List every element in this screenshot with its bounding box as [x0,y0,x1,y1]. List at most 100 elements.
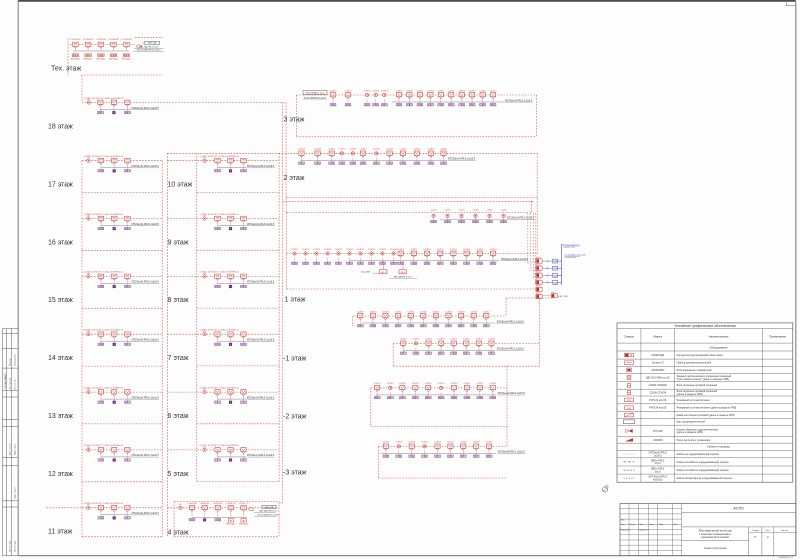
svg-text:Лист: Лист [639,524,643,526]
svg-text:ДО: ДО [203,331,206,333]
svg-text:КПСЭнг(А)-FRLS 1х2х0.5: КПСЭнг(А)-FRLS 1х2х0.5 [257,514,279,517]
svg-text:13 этаж: 13 этаж [48,413,73,420]
svg-text:Зам. нуч. упр.: Зам. нуч. упр. [9,377,11,390]
svg-text:ДО: ДО [87,99,90,101]
svg-text:С2-ИП-3: С2-ИП-3 [412,339,419,341]
svg-text:КПСЭнг(А)-FRLS 1х2х0.5: КПСЭнг(А)-FRLS 1х2х0.5 [497,320,525,323]
svg-text:(далее в разделе АПБ): (далее в разделе АПБ) [677,431,703,434]
svg-text:КПСЭнг(А)-FRLS 1х2х0.5: КПСЭнг(А)-FRLS 1х2х0.5 [247,281,275,284]
svg-text:Кабель силовой не поддерживающ: Кабель силовой не поддерживающий горение [677,469,730,472]
svg-text:4х2х0.52: 4х2х0.52 [653,479,663,481]
svg-text:КПСЭнг(А)-FRLS 1х2х0.5: КПСЭнг(А)-FRLS 1х2х0.5 [498,392,526,395]
svg-text:4 этаж: 4 этаж [168,530,189,537]
svg-text:ПИ-1: ПИ-1 [552,292,556,294]
svg-text:Символ: Символ [624,334,635,338]
svg-text:Резервный источник питания (да: Резервный источник питания (далее в разд… [677,407,737,410]
svg-text:4 СППС 107 ВЗ-1П 2 С2000-Ов Е: 4 СППС 107 ВЗ-1П 2 С2000-Ов Е/ПЛЕ1-02 [84,503,124,505]
svg-text:ИБП5: ИБП5 [536,286,541,288]
svg-text:С2-ИП: С2-ИП [445,210,451,212]
svg-text:КПСЭнг(А)-FRLS 1х2х0.5: КПСЭнг(А)-FRLS 1х2х0.5 [247,223,275,226]
svg-text:С2-ИП-3: С2-ИП-3 [396,90,403,92]
svg-text:С2000-ИП: С2000-ИП [213,503,223,505]
svg-text:С2-ИП-3: С2-ИП-3 [368,249,375,251]
svg-text:Дата: Дата [674,524,678,526]
svg-text:4 СППС 107 ВЗ-1П 2 С2000-Ов Е: 4 СППС 107 ВЗ-1П 2 С2000-Ов Е/ПЛЕ1-02 [84,272,124,274]
svg-text:КПСЭнг(А)-FRLS 1х2х0.5: КПСЭнг(А)-FRLS 1х2х0.5 [132,454,160,457]
svg-text:ДО: ДО [87,331,90,333]
svg-text:С2-ИП-3: С2-ИП-3 [438,339,445,341]
svg-text:4 СППС 107 ВЗ-1П 2 С2000-Ов Е: 4 СППС 107 ВЗ-1П 2 С2000-Ов Е/ПЛЕ1-02 [200,156,240,158]
svg-text:КПСЭнг(А)-FRLS: КПСЭнг(А)-FRLS [649,452,668,455]
svg-text:ЩК-2: ЩК-2 [401,272,406,274]
svg-text:Ethernet ТСЖ: Ethernet ТСЖ [564,246,576,249]
svg-text:Шкаф контрольно-пусковой (дале: Шкаф контрольно-пусковой (далее в раздел… [677,414,735,417]
svg-text:Щит распределительный: Щит распределительный [677,421,706,424]
svg-text:С2-ИП-3: С2-ИП-3 [395,311,402,313]
svg-text:3х1.5: 3х1.5 [655,463,661,465]
svg-text:С2-ИП-3: С2-ИП-3 [425,339,432,341]
svg-text:МДЕ: МДЕ [553,261,558,263]
svg-text:С2000-ИП: С2000-ИП [200,503,210,505]
svg-text:4 С2000-ИП: 4 С2000-ИП [108,39,119,41]
svg-text:С2-ИП-3: С2-ИП-3 [483,311,490,313]
svg-text:-2 этаж: -2 этаж [283,413,307,420]
svg-text:С2-ИП-3: С2-ИП-3 [458,90,465,92]
svg-text:4 С2000-ИП: 4 С2000-ИП [96,39,107,41]
svg-text:Зона 220В: Зона 220В [361,272,371,274]
svg-text:Блок сигнально-пусковой охранн: Блок сигнально-пусковой охранный [677,384,718,387]
svg-text:6 этаж: 6 этаж [168,413,189,420]
svg-text:АСПЗ: АСПЗ [733,507,744,511]
svg-text:2: 2 [767,535,769,539]
svg-text:КПСЭнг(А)-FRLS 1х2х0.5: КПСЭнг(А)-FRLS 1х2х0.5 [132,223,160,226]
svg-text:4 С2000-ИП: 4 С2000-ИП [121,39,132,41]
svg-text:КПСЭнг(А)-FRLS 1х2х0.5: КПСЭнг(А)-FRLS 1х2х0.5 [505,99,533,102]
svg-text:СОГЛАСОВАНО: СОГЛАСОВАНО [4,373,7,389]
svg-text:Разработал: Разработал [621,529,631,531]
svg-text:С2-ИП-3: С2-ИП-3 [369,311,376,313]
svg-text:С2-ИП-3: С2-ИП-3 [469,90,476,92]
svg-text:С2-ИП-3: С2-ИП-3 [407,311,414,313]
svg-text:Кабели и провода: Кабели и провода [707,445,730,449]
svg-text:С2-ИП: С2-ИП [473,210,479,212]
svg-text:ДП: ДП [606,486,609,488]
svg-text:Блок сигнально-пусковой охранн: Блок сигнально-пусковой охранный [677,390,718,393]
svg-text:Пульт контроля и управления: Пульт контроля и управления [677,439,711,442]
svg-text:Инв. № подл.: Инв. № подл. [13,540,16,552]
svg-text:Горбунов Р.: Горбунов Р. [639,529,649,531]
svg-text:С2-ИП-3: С2-ИП-3 [400,339,407,341]
svg-text:ИБП1: ИБП1 [536,257,541,259]
svg-text:ЭДУ 513-3АМ исп.02: ЭДУ 513-3АМ исп.02 [646,376,671,379]
svg-text:Нач. упр.: Нач. упр. [9,358,11,366]
svg-text:ДО: ДО [179,504,182,506]
svg-text:4 СППС 107 ВЗ-1П 2 С2000-Ов Е: 4 СППС 107 ВЗ-1П 2 С2000-Ов Е/ПЛЕ1-02 [84,330,124,332]
svg-text:С2-ИП-3: С2-ИП-3 [427,90,434,92]
svg-text:Марка: Марка [654,334,663,338]
svg-text:(далее в разделе АПБ): (далее в разделе АПБ) [677,393,703,396]
svg-text:С2-ИП-3: С2-ИП-3 [421,442,428,444]
svg-text:С2-ИП-3: С2-ИП-3 [458,311,465,313]
svg-text:С2-ИП-3: С2-ИП-3 [372,90,379,92]
svg-text:4 СППС 107 ВЗ-1П 2 С2000-Ов Е: 4 СППС 107 ВЗ-1П 2 С2000-Ов Е/ПЛЕ1-02 [84,387,124,389]
svg-text:14 этаж: 14 этаж [48,355,73,362]
svg-text:С2-ИП-3: С2-ИП-3 [420,311,427,313]
svg-text:КПСЭнг(А)-FRLS 1х2х0.5: КПСЭнг(А)-FRLS 1х2х0.5 [507,217,535,220]
svg-text:Резервный источник питания: Резервный источник питания [677,399,711,402]
svg-text:РИП 24В: РИП 24В [148,43,157,45]
svg-text:С2-ИП-3: С2-ИП-3 [406,90,413,92]
svg-text:С2-ИП-3: С2-ИП-3 [412,383,419,385]
svg-text:“Многоквартирный жилой дом: “Многоквартирный жилой дом [698,530,732,533]
svg-text:С2-ИП-3: С2-ИП-3 [432,311,439,313]
svg-text:ВМ750Д-4: ВМ750Д-4 [226,524,235,526]
svg-text:С2-ИП-3: С2-ИП-3 [397,249,404,251]
svg-text:С2-ИП-3: С2-ИП-3 [298,149,305,151]
svg-text:Изм.: Изм. [621,519,625,521]
svg-text:С2-ИП-3: С2-ИП-3 [486,442,493,444]
svg-text:ИБП2: ИБП2 [536,264,541,266]
svg-text:с нежилыми помещениями и: с нежилыми помещениями и [699,533,732,536]
svg-text:С2-ИП-3: С2-ИП-3 [324,249,331,251]
svg-text:ВМ750Д-4: ВМ750Д-4 [96,58,105,60]
svg-text:С2-ИП-3: С2-ИП-3 [346,249,353,251]
svg-text:С2-ИП-3: С2-ИП-3 [450,249,457,251]
svg-text:4 СППС 107 ВЗ-1П 2 С2000-Ов Е: 4 СППС 107 ВЗ-1П 2 С2000-Ов Е/ПЛЕ1-02 [84,445,124,447]
svg-text:С2-ИП-3: С2-ИП-3 [302,249,309,251]
